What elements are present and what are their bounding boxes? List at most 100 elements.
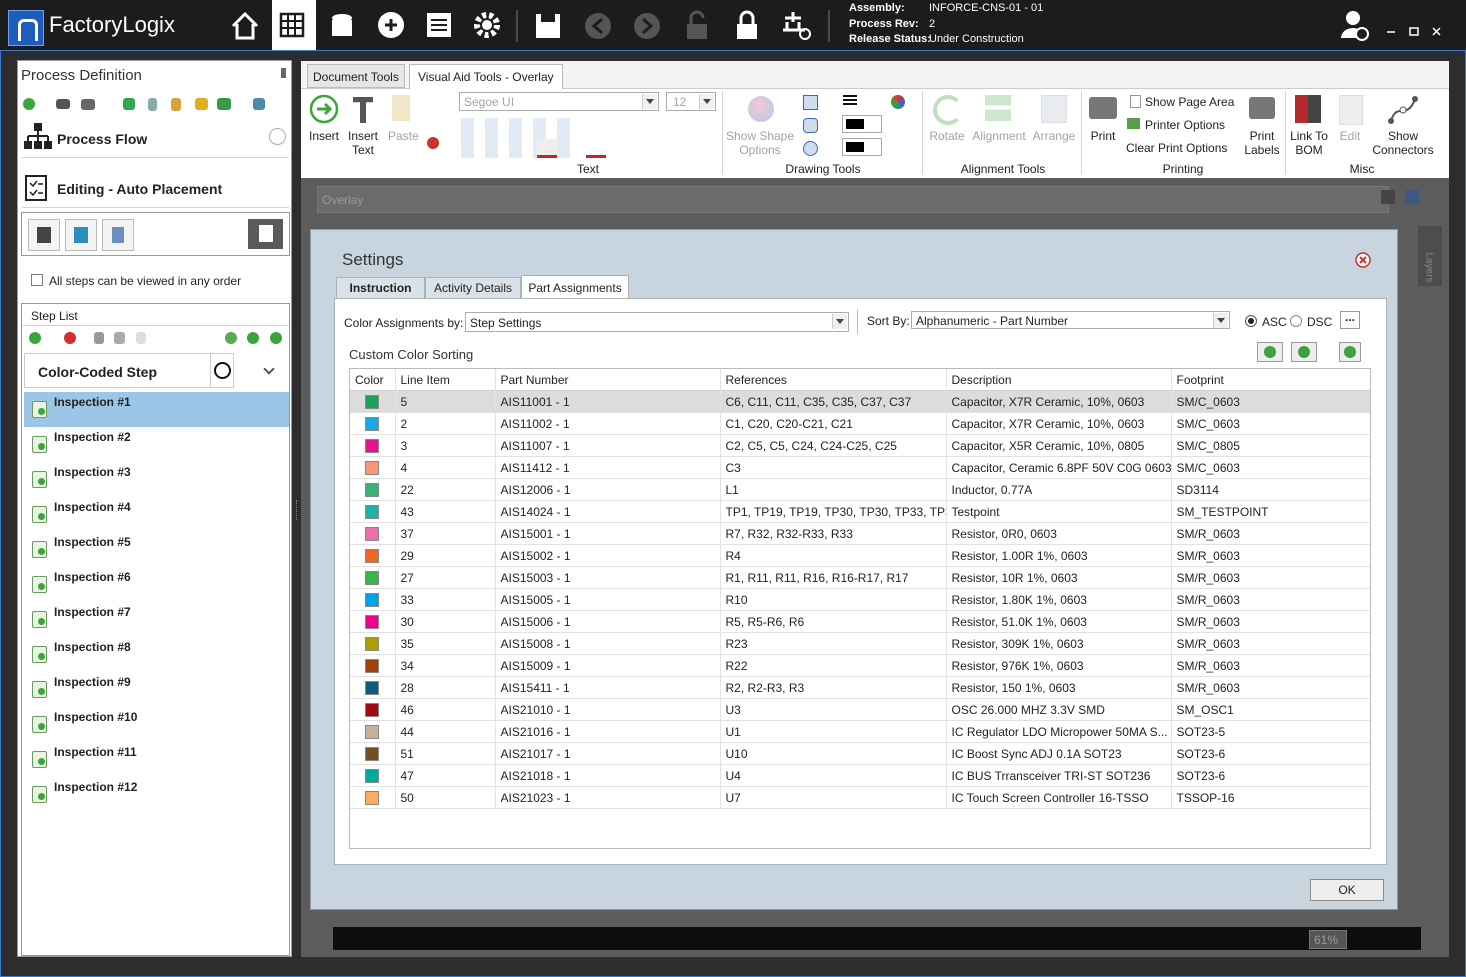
table-row[interactable]: 35 AIS15008 - 1 R23 Resistor, 309K 1%, 0603…: [350, 632, 1370, 655]
overlay-tool[interactable]: [1405, 190, 1419, 204]
tool-icon[interactable]: [123, 98, 135, 110]
ok-button[interactable]: OK: [1310, 879, 1384, 901]
column-header[interactable]: References: [720, 369, 947, 391]
dialog-tab[interactable]: Activity Details: [425, 277, 521, 298]
color-palette[interactable]: [891, 95, 905, 109]
step-row[interactable]: Inspection #7: [24, 602, 289, 637]
table-row[interactable]: 44 AIS21016 - 1 U1 IC Regulator LDO Micropo…: [350, 720, 1370, 743]
tool-icon[interactable]: [171, 98, 181, 111]
step-row[interactable]: Inspection #10: [24, 707, 289, 742]
more-button[interactable]: ...: [1340, 311, 1360, 329]
column-header[interactable]: Color: [350, 369, 396, 391]
table-row[interactable]: 51 AIS21017 - 1 U10 IC Boost Sync ADJ 0.1A …: [350, 742, 1370, 765]
link-to-bom[interactable]: Link To BOM: [1290, 129, 1328, 157]
table-row[interactable]: 4 AIS11412 - 1 C3 Capacitor, Ceramic 6.8PF …: [350, 456, 1370, 479]
column-header[interactable]: Part Number: [495, 369, 721, 391]
line-color[interactable]: [842, 115, 882, 133]
cut-step[interactable]: [94, 332, 104, 344]
column-header[interactable]: Description: [946, 369, 1172, 391]
show-page-area[interactable]: Show Page Area: [1145, 95, 1235, 109]
table-row[interactable]: 27 AIS15003 - 1 R1, R11, R11, R16, R16-R17…: [350, 566, 1370, 589]
color-assignments-combo[interactable]: Step Settings: [465, 312, 849, 332]
copy-step[interactable]: [114, 332, 125, 344]
table-row[interactable]: 33 AIS15005 - 1 R10 Resistor, 1.80K 1%, 060…: [350, 588, 1370, 611]
collapse-button[interactable]: [269, 128, 286, 145]
home-icon[interactable]: [231, 11, 259, 40]
pin-icon[interactable]: [281, 68, 286, 78]
step-row[interactable]: Inspection #9: [24, 672, 289, 707]
link-icon[interactable]: [56, 99, 70, 109]
tool-icon[interactable]: [148, 98, 157, 111]
add-step[interactable]: [29, 332, 41, 344]
print-button[interactable]: Print: [1090, 129, 1116, 143]
fill-color[interactable]: [842, 138, 882, 156]
table-row[interactable]: 30 AIS15006 - 1 R5, R5-R6, R6 Resistor, 51.…: [350, 610, 1370, 633]
table-row[interactable]: 3 AIS11007 - 1 C2, C5, C5, C24, C24-C25, C…: [350, 434, 1370, 457]
add-icon[interactable]: [23, 98, 35, 110]
step-row[interactable]: Inspection #4: [24, 497, 289, 532]
step-row[interactable]: Inspection #3: [24, 462, 289, 497]
insert-text-button[interactable]: Insert Text: [347, 129, 378, 157]
move-down[interactable]: [270, 332, 282, 344]
save-as-button[interactable]: [65, 219, 97, 251]
asc-radio[interactable]: [1245, 315, 1257, 327]
step-row[interactable]: Inspection #1: [24, 392, 289, 427]
zoom-box[interactable]: 61%: [1309, 930, 1347, 949]
step-type-dropdown[interactable]: Color-Coded Step: [24, 353, 234, 388]
maximize[interactable]: [1409, 27, 1419, 36]
print-icon[interactable]: [81, 99, 95, 110]
table-row[interactable]: 28 AIS15411 - 1 R2, R2-R3, R3 Resistor, 150…: [350, 676, 1370, 699]
insert-button[interactable]: Insert: [309, 129, 340, 143]
process-icon[interactable]: [279, 12, 305, 38]
step-row[interactable]: Inspection #8: [24, 637, 289, 672]
find-step[interactable]: [225, 332, 237, 344]
table-row[interactable]: 50 AIS21023 - 1 U7 IC Touch Screen Controll…: [350, 786, 1370, 809]
add-button[interactable]: [1339, 342, 1361, 362]
highlight-color[interactable]: [537, 139, 557, 158]
dropdown-arrow[interactable]: [263, 363, 275, 375]
layers-tab[interactable]: Layers: [1418, 226, 1442, 286]
dialog-tab[interactable]: Instruction: [336, 277, 425, 298]
printer-options[interactable]: Printer Options: [1145, 118, 1226, 132]
table-row[interactable]: 46 AIS21010 - 1 U3 OSC 26.000 MHZ 3.3V SMD S…: [350, 698, 1370, 721]
shape-rect[interactable]: [803, 95, 818, 110]
table-row[interactable]: 43 AIS14024 - 1 TP1, TP19, TP19, TP30, TP3…: [350, 500, 1370, 523]
column-header[interactable]: Footprint: [1171, 369, 1370, 391]
table-row[interactable]: 2 AIS11002 - 1 C1, C20, C20-C21, C21 Capaci…: [350, 412, 1370, 435]
shape-ellipse[interactable]: [803, 141, 818, 156]
save-button[interactable]: [28, 219, 60, 251]
move-down-button[interactable]: [1291, 342, 1317, 362]
overlay-tool[interactable]: [1381, 190, 1395, 204]
tree-search-icon[interactable]: [783, 12, 805, 32]
table-row[interactable]: 5 AIS11001 - 1 C6, C11, C11, C35, C35, C37…: [350, 390, 1370, 413]
delete-button[interactable]: [102, 219, 134, 251]
sort-by-combo[interactable]: Alphanumeric - Part Number: [911, 311, 1230, 329]
tool-icon[interactable]: [217, 98, 231, 110]
step-row[interactable]: Inspection #11: [24, 742, 289, 777]
step-row[interactable]: Inspection #2: [24, 427, 289, 462]
move-up-button[interactable]: [1257, 342, 1283, 362]
line-style[interactable]: [843, 95, 857, 105]
close[interactable]: [1432, 27, 1441, 36]
dsc-radio[interactable]: [1290, 315, 1302, 327]
process-flow[interactable]: Process Flow: [57, 131, 148, 147]
step-row[interactable]: Inspection #6: [24, 567, 289, 602]
ribbon-tab[interactable]: Document Tools: [307, 64, 405, 88]
step-row[interactable]: Inspection #12: [24, 777, 289, 812]
font-color[interactable]: [586, 139, 606, 158]
dialog-close[interactable]: [1354, 251, 1372, 269]
table-row[interactable]: 22 AIS12006 - 1 L1 Inductor, 0.77A SD3114: [350, 478, 1370, 501]
lock-icon[interactable]: [737, 24, 757, 39]
move-up[interactable]: [247, 332, 259, 344]
table-row[interactable]: 29 AIS15002 - 1 R4 Resistor, 1.00R 1%, 0603…: [350, 544, 1370, 567]
clear-print-options[interactable]: Clear Print Options: [1126, 141, 1228, 155]
print-labels[interactable]: Print Labels: [1244, 129, 1280, 157]
paste-step[interactable]: [136, 332, 146, 344]
step-row[interactable]: Inspection #5: [24, 532, 289, 567]
table-row[interactable]: 47 AIS21018 - 1 U4 IC BUS Trransceiver TRI-…: [350, 764, 1370, 787]
table-row[interactable]: 37 AIS15001 - 1 R7, R32, R32-R33, R33 Resis…: [350, 522, 1370, 545]
table-row[interactable]: 34 AIS15009 - 1 R22 Resistor, 976K 1%, 0603…: [350, 654, 1370, 677]
checkbox[interactable]: [31, 274, 43, 286]
shape-rounded[interactable]: [803, 118, 818, 133]
edit-mode-button[interactable]: [248, 219, 283, 249]
